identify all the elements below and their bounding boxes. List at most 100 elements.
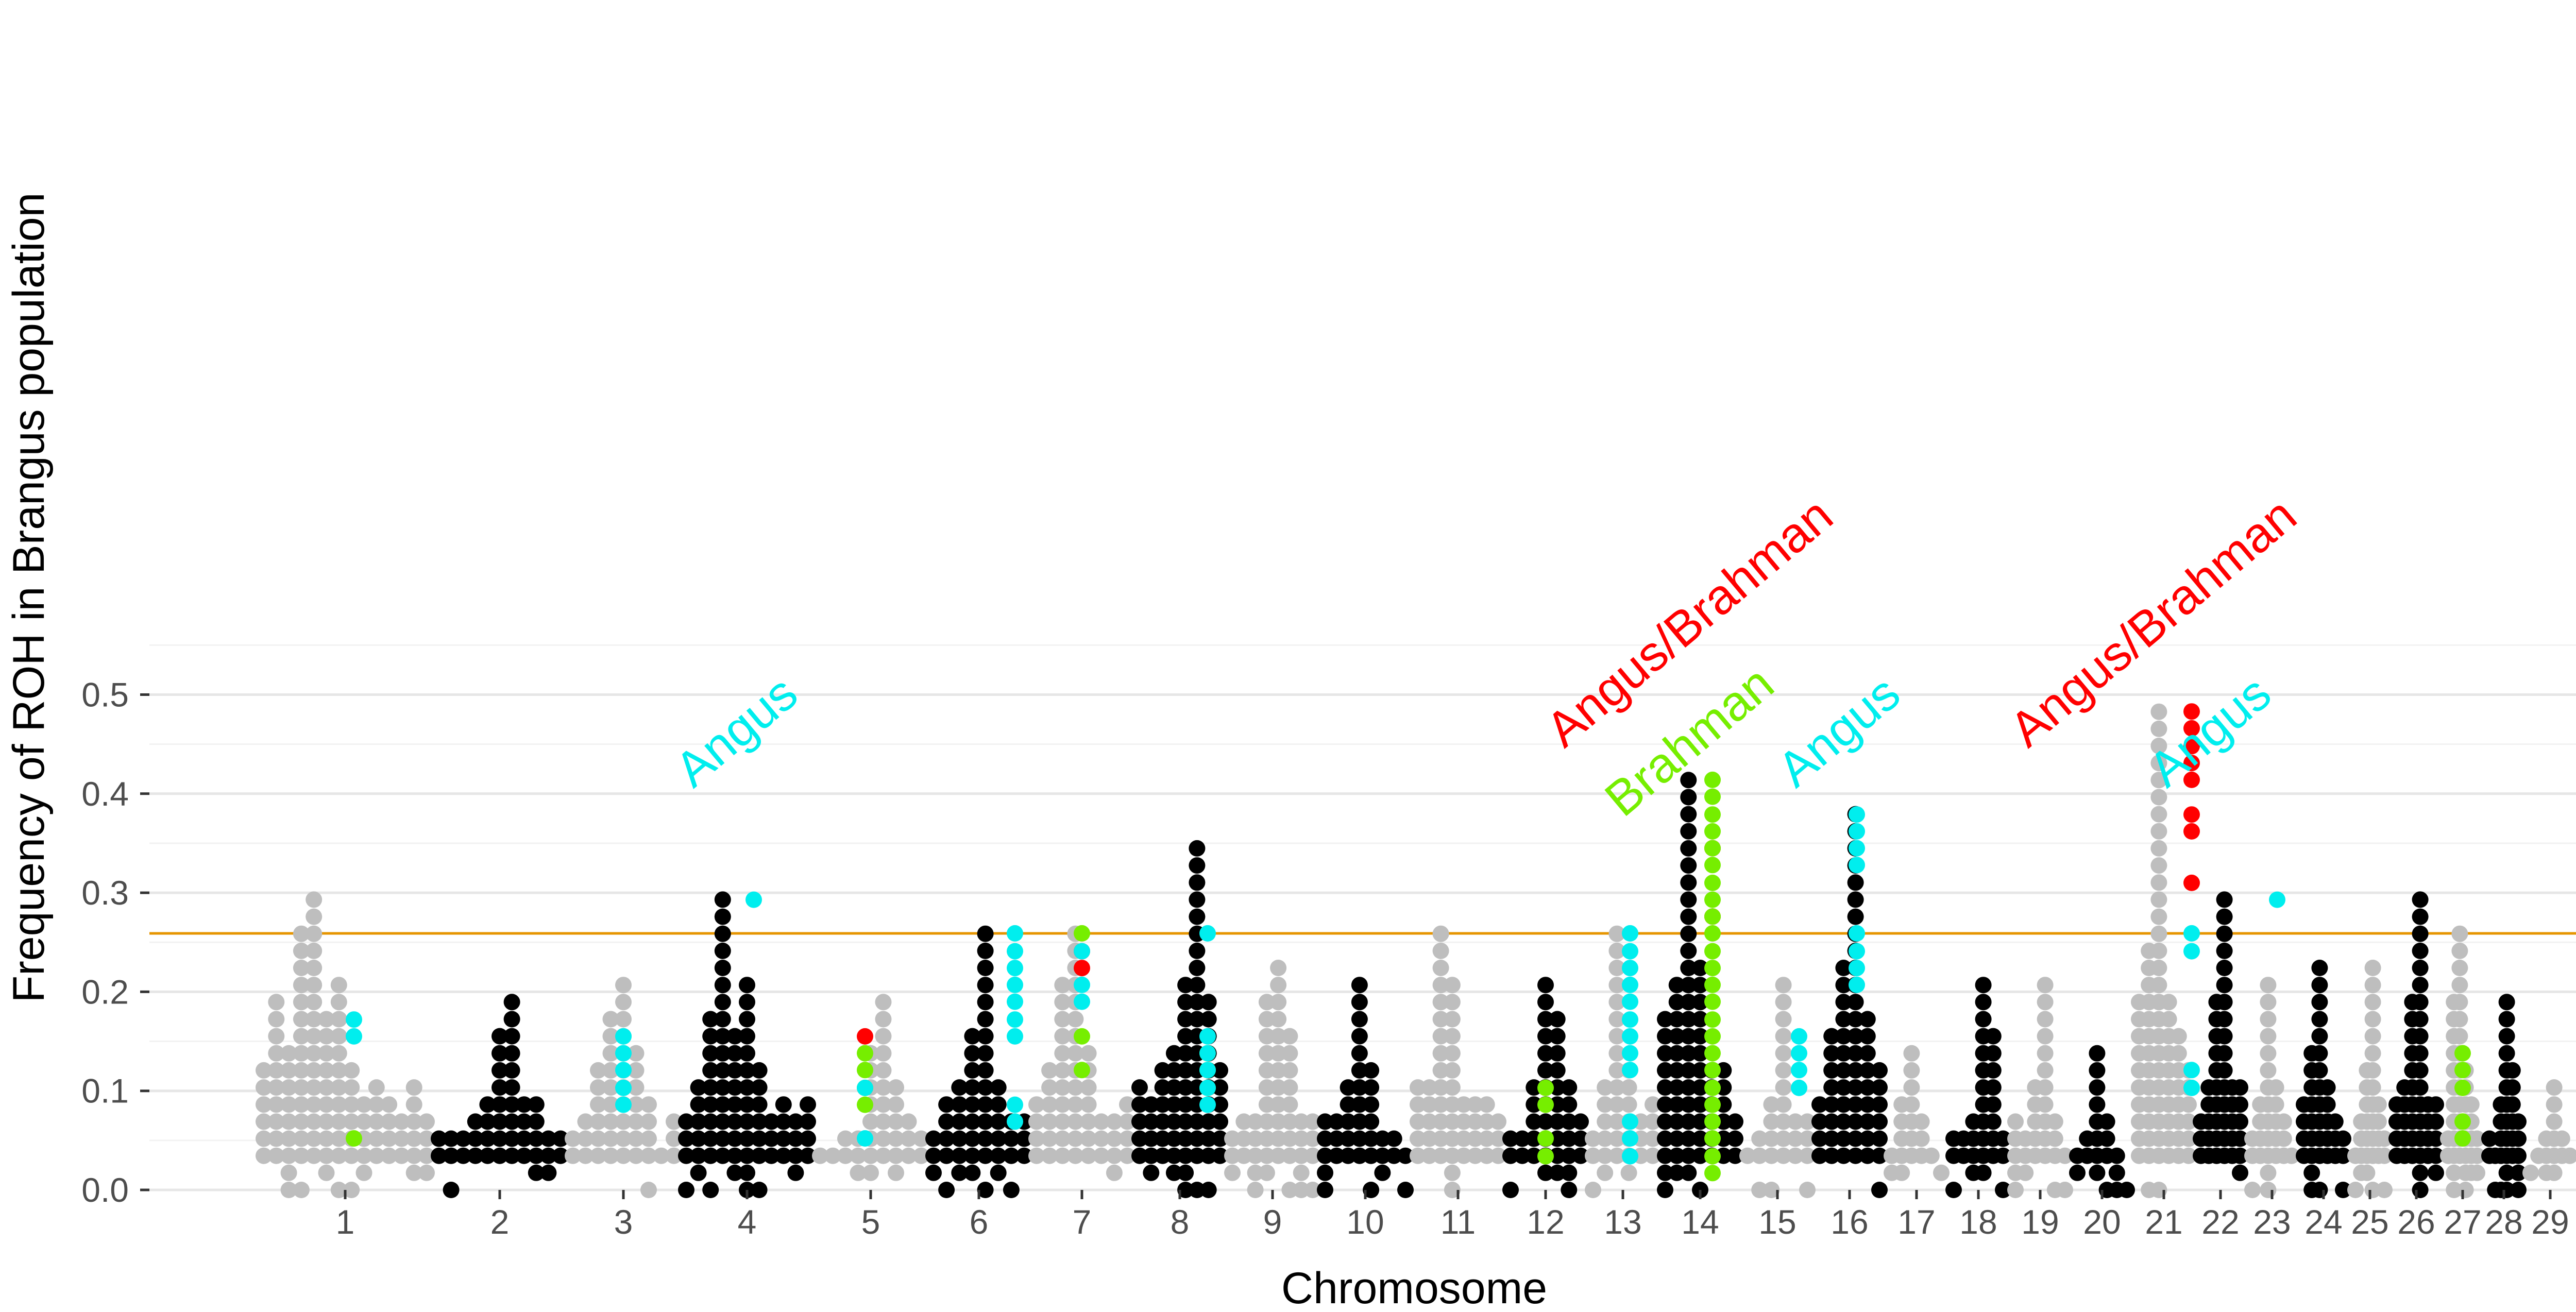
roh-point [343, 1096, 360, 1113]
roh-point [702, 1182, 719, 1198]
roh-point [2098, 1113, 2115, 1130]
roh-point [602, 1045, 619, 1062]
roh-point [2260, 1062, 2277, 1079]
x-tick-label: 20 [2083, 1203, 2121, 1241]
roh-point [900, 1147, 917, 1164]
roh-point [1585, 1130, 1601, 1147]
roh-point [1668, 1011, 1685, 1028]
roh-point [1680, 977, 1697, 994]
roh-point [256, 1113, 272, 1130]
roh-point [800, 1130, 816, 1147]
roh-point-angus [1849, 925, 1865, 942]
roh-point [1143, 1164, 1160, 1181]
roh-point [2412, 1164, 2429, 1181]
roh-point [1537, 994, 1554, 1011]
roh-point [1054, 994, 1071, 1011]
roh-point [951, 1079, 968, 1096]
roh-point-angus [1849, 960, 1865, 977]
roh-point-angus [1007, 1011, 1023, 1028]
roh-point [293, 1096, 310, 1113]
roh-point [1304, 1113, 1321, 1130]
roh-point [2451, 1011, 2468, 1028]
roh-point [2267, 1079, 2284, 1096]
roh-point [602, 1011, 619, 1028]
roh-point [1041, 1079, 1058, 1096]
roh-point [628, 1045, 645, 1062]
data-points [256, 703, 2576, 1198]
roh-point [2170, 1028, 2187, 1045]
roh-point [540, 1130, 557, 1147]
roh-point [1835, 1011, 1852, 1028]
roh-point [492, 1113, 508, 1130]
roh-point [330, 1062, 347, 1079]
roh-point [381, 1147, 398, 1164]
roh-point [2037, 1096, 2054, 1113]
roh-point [1787, 1130, 1804, 1147]
roh-point [1235, 1130, 1252, 1147]
roh-point [1859, 1011, 1876, 1028]
roh-point [1212, 1113, 1228, 1130]
roh-point [812, 1147, 828, 1164]
roh-point [1549, 1079, 1566, 1096]
roh-point [739, 1164, 755, 1181]
x-tick-label: 11 [1440, 1203, 1476, 1241]
roh-point [615, 1113, 632, 1130]
roh-point [1385, 1130, 1402, 1147]
roh-point [431, 1147, 447, 1164]
roh-point-angus [1074, 993, 1090, 1010]
roh-point [875, 1028, 892, 1045]
roh-point [1657, 1028, 1673, 1045]
roh-point [368, 1147, 385, 1164]
roh-point [1143, 1113, 1160, 1130]
roh-point [2311, 960, 2328, 976]
roh-point [1680, 857, 1697, 874]
x-tick-label: 4 [738, 1203, 757, 1241]
roh-point [1224, 1147, 1241, 1164]
roh-point [256, 1130, 272, 1147]
roh-point [2037, 1045, 2054, 1062]
roh-point [1258, 1130, 1275, 1147]
roh-point [1432, 977, 1449, 994]
roh-point [1054, 1045, 1071, 1062]
roh-point [1526, 1130, 1543, 1147]
roh-point [1561, 1096, 1578, 1113]
roh-point [577, 1130, 594, 1147]
roh-point [1444, 994, 1461, 1011]
roh-point [1775, 1147, 1792, 1164]
roh-point [318, 1130, 335, 1147]
roh-point [1432, 1130, 1449, 1147]
roh-point [1549, 1011, 1566, 1028]
roh-point [355, 1164, 372, 1181]
roh-point [293, 1147, 310, 1164]
roh-point [1823, 1079, 1840, 1096]
roh-point [2150, 772, 2167, 789]
roh-point [1597, 1147, 1614, 1164]
roh-point [977, 1045, 994, 1062]
roh-point [726, 1028, 743, 1045]
roh-point [1668, 1079, 1685, 1096]
roh-point [1189, 908, 1206, 925]
roh-point [1692, 1062, 1708, 1079]
roh-point [405, 1164, 422, 1181]
roh-point [628, 1062, 645, 1079]
roh-point [1054, 1147, 1071, 1164]
roh-point [800, 1147, 816, 1164]
roh-point [990, 1096, 1007, 1113]
roh-point [1763, 1147, 1780, 1164]
roh-point [418, 1147, 435, 1164]
roh-point [1871, 1062, 1888, 1079]
roh-point-angus [1074, 943, 1090, 960]
roh-point [1317, 1130, 1333, 1147]
roh-point [293, 960, 310, 976]
roh-point [590, 1147, 606, 1164]
roh-point [2057, 1147, 2073, 1164]
roh-point [1258, 1147, 1275, 1164]
roh-point [1537, 1045, 1554, 1062]
roh-point [2469, 1164, 2485, 1181]
roh-point [2498, 1164, 2515, 1181]
roh-point [726, 1096, 743, 1113]
roh-point [1143, 1130, 1160, 1147]
roh-point [293, 1130, 310, 1147]
roh-point [1317, 1182, 1333, 1198]
roh-point [678, 1113, 694, 1130]
